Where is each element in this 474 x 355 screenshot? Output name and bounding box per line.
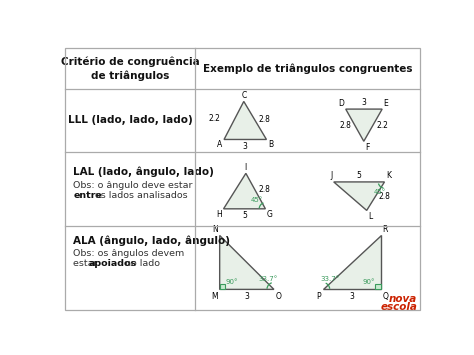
Text: M: M: [211, 292, 218, 301]
Text: Obs: os ângulos devem: Obs: os ângulos devem: [73, 250, 184, 258]
Text: C: C: [241, 91, 246, 99]
Text: N: N: [212, 225, 218, 234]
Text: 2.8: 2.8: [259, 185, 271, 194]
Text: 33.7°: 33.7°: [320, 276, 339, 282]
Text: ALA (ângulo, lado, ângulo): ALA (ângulo, lado, ângulo): [73, 236, 230, 246]
Text: 2.2: 2.2: [376, 121, 388, 130]
Text: E: E: [383, 99, 389, 108]
Text: 3: 3: [362, 98, 366, 107]
Text: A: A: [217, 140, 222, 149]
Text: P: P: [317, 292, 321, 301]
Text: F: F: [365, 143, 370, 152]
Text: 90°: 90°: [362, 279, 374, 285]
Text: apoiados: apoiados: [89, 260, 137, 268]
Text: I: I: [245, 163, 247, 172]
Text: 2.8: 2.8: [379, 192, 391, 201]
Text: 5: 5: [242, 211, 247, 220]
Text: 5: 5: [356, 171, 362, 180]
Text: J: J: [330, 171, 332, 180]
Polygon shape: [224, 102, 266, 140]
Text: 90°: 90°: [226, 279, 238, 285]
Text: 3: 3: [245, 292, 249, 301]
Text: O: O: [275, 292, 282, 301]
Text: D: D: [338, 99, 344, 108]
Polygon shape: [334, 182, 384, 211]
Polygon shape: [346, 109, 382, 141]
Polygon shape: [224, 173, 265, 209]
Bar: [219, 284, 225, 289]
Text: Q: Q: [383, 292, 388, 301]
Text: escola: escola: [381, 302, 417, 312]
Text: 33.7°: 33.7°: [258, 276, 277, 282]
Polygon shape: [219, 235, 274, 289]
Text: Exemplo de triângulos congruentes: Exemplo de triângulos congruentes: [203, 63, 412, 73]
Text: H: H: [216, 209, 222, 219]
Text: 2.2: 2.2: [208, 114, 220, 124]
Text: 45°: 45°: [374, 189, 386, 195]
Text: 3: 3: [243, 142, 248, 151]
Bar: [375, 284, 381, 289]
Text: 45°: 45°: [251, 197, 263, 203]
Text: L: L: [368, 212, 373, 221]
Text: estar: estar: [73, 260, 100, 268]
Text: nova: nova: [389, 294, 417, 304]
Text: entre: entre: [73, 191, 102, 200]
Text: 2.8: 2.8: [339, 121, 351, 130]
Text: Obs: o ângulo deve estar: Obs: o ângulo deve estar: [73, 181, 193, 190]
Text: os lados analisados: os lados analisados: [92, 191, 187, 200]
Text: LAL (lado, ângulo, lado): LAL (lado, ângulo, lado): [73, 167, 214, 177]
Polygon shape: [323, 235, 381, 289]
Text: Critério de congruência
de triângulos: Critério de congruência de triângulos: [61, 56, 200, 81]
Text: 2.8: 2.8: [258, 115, 270, 124]
Text: 3: 3: [349, 292, 354, 301]
Text: no lado: no lado: [122, 260, 160, 268]
Text: LLL (lado, lado, lado): LLL (lado, lado, lado): [68, 115, 192, 125]
Text: R: R: [383, 225, 388, 234]
Text: G: G: [267, 209, 273, 219]
Text: K: K: [386, 171, 391, 180]
Text: B: B: [268, 140, 273, 149]
